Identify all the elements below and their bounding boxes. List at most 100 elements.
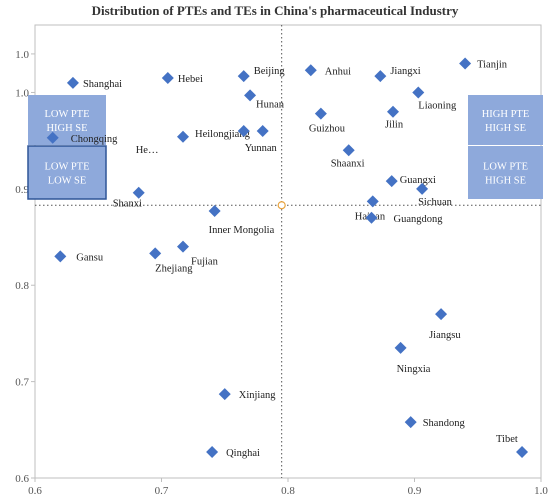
point-label: Fujian: [191, 257, 219, 268]
point-liaoning: Liaoning: [412, 86, 457, 111]
point-shandong: Shandong: [404, 416, 465, 429]
point-fujian: Fujian: [177, 240, 219, 268]
point-label: Gansu: [76, 252, 104, 263]
point-chongqing: Chongqing: [46, 131, 118, 145]
point-marker: [66, 76, 79, 89]
y-tick-label: 0.8: [15, 280, 29, 292]
point-label: Liaoning: [418, 100, 457, 111]
point-jiangsu: Jiangsu: [429, 308, 461, 341]
point-label: Guangxi: [400, 175, 436, 186]
chart-title: Distribution of PTEs and TEs in China's …: [92, 3, 459, 18]
x-tick-label: 0.7: [155, 485, 169, 497]
quadrant-bottom-right-line1: LOW PTE: [483, 162, 528, 173]
point-label: Hunan: [256, 99, 285, 110]
plot-frame: [34, 24, 542, 479]
point-guangdong: Guangdong: [365, 211, 443, 225]
point-xinjiang: Xinjiang: [218, 388, 276, 401]
reference-lines: [35, 25, 541, 478]
point-label: Chongqing: [71, 134, 118, 145]
quadrant-top-right-line1: HIGH PTE: [482, 109, 530, 120]
point-marker: [256, 125, 269, 138]
point-yunnan: Yunnan: [245, 125, 278, 154]
x-tick-label: 0.9: [408, 485, 422, 497]
y-tick-label: 1.0: [15, 49, 29, 61]
quadrant-top-left-line2: HIGH SE: [46, 123, 87, 134]
point-shanxi: Shanxi: [113, 186, 145, 210]
y-tick-label: 0.9: [15, 184, 29, 196]
point-marker: [149, 247, 162, 260]
x-tick-label: 0.8: [281, 485, 295, 497]
point-label: Xinjiang: [239, 390, 276, 401]
point-anhui: Anhui: [304, 64, 351, 77]
point-heilongjiang: Heilongjiang: [177, 129, 251, 143]
point-marker: [237, 125, 250, 138]
quadrant-bottom-right: LOW PTE HIGH SE: [468, 146, 543, 199]
point-label: Tibet: [496, 434, 518, 445]
point-marker: [177, 240, 190, 253]
point-label: Heilongjiang: [195, 129, 251, 140]
point-marker: [177, 130, 190, 143]
quadrant-bottom-right-bg: [468, 146, 543, 199]
point-hebei: Hebei: [161, 72, 203, 85]
point-marker: [374, 70, 387, 83]
quadrant-bottom-left-bg: [27, 145, 107, 200]
point-marker: [304, 64, 317, 77]
quadrant-top-right: HIGH PTE HIGH SE: [468, 95, 543, 145]
point-ningxia: Ningxia: [394, 341, 431, 375]
point-hunan: Hunan: [244, 89, 285, 110]
quadrant-top-right-line2: HIGH SE: [485, 123, 526, 134]
point-marker: [416, 182, 429, 195]
point-label: Inner Mongolia: [209, 225, 275, 236]
point-marker: [218, 388, 231, 401]
point-marker: [516, 445, 529, 458]
point-he-: He…: [136, 125, 250, 156]
point-marker: [365, 211, 378, 224]
point-marker: [244, 89, 257, 102]
point-label: Beijing: [254, 66, 286, 77]
point-zhejiang: Zhejiang: [149, 247, 193, 274]
point-marker: [206, 445, 219, 458]
point-marker: [435, 308, 448, 321]
data-points: Shanghai Hebei Beijing Hunan Chongqing Heilon…: [46, 57, 529, 459]
point-marker: [237, 70, 250, 83]
point-label: Guangdong: [393, 214, 443, 225]
quadrant-bottom-left-line1: LOW PTE: [44, 162, 89, 173]
point-marker: [46, 131, 59, 144]
point-label: Anhui: [325, 66, 351, 77]
point-label: Jiangsu: [429, 330, 461, 341]
point-jiangxi: Jiangxi: [374, 66, 421, 83]
point-marker: [404, 416, 417, 429]
point-label: Qinghai: [226, 448, 260, 459]
point-marker: [394, 341, 407, 354]
point-inner-mongolia: Inner Mongolia: [208, 205, 275, 236]
point-label: Shaanxi: [331, 158, 365, 169]
quadrant-top-left: LOW PTE HIGH SE: [28, 95, 106, 145]
point-label: He…: [136, 145, 159, 156]
point-shanghai: Shanghai: [66, 76, 122, 90]
point-label: Jiangxi: [390, 66, 420, 77]
point-gansu: Gansu: [54, 250, 104, 263]
point-marker: [342, 144, 355, 157]
point-tianjin: Tianjin: [459, 57, 508, 71]
reference-intersection-marker: [277, 201, 286, 210]
point-label: Jilin: [385, 120, 404, 131]
point-jilin: Jilin: [385, 105, 404, 131]
point-marker: [366, 195, 379, 208]
point-label: Sichuan: [418, 197, 453, 208]
point-sichuan: Sichuan: [416, 182, 453, 208]
point-guizhou: Guizhou: [309, 107, 346, 135]
point-marker: [412, 86, 425, 99]
point-label: Shanxi: [113, 199, 142, 210]
point-qinghai: Qinghai: [206, 445, 260, 459]
quadrant-top-right-bg: [468, 95, 543, 145]
quadrant-top-left-line1: LOW PTE: [44, 109, 89, 120]
point-marker: [314, 107, 327, 120]
point-guangxi: Guangxi: [385, 175, 436, 188]
quadrant-bottom-left: LOW PTE LOW SE: [27, 145, 107, 200]
quadrant-bottom-right-line2: HIGH SE: [485, 176, 526, 187]
point-tibet: Tibet: [496, 434, 529, 458]
point-shaanxi: Shaanxi: [331, 144, 365, 169]
y-tick-label: 1.0: [15, 87, 29, 99]
